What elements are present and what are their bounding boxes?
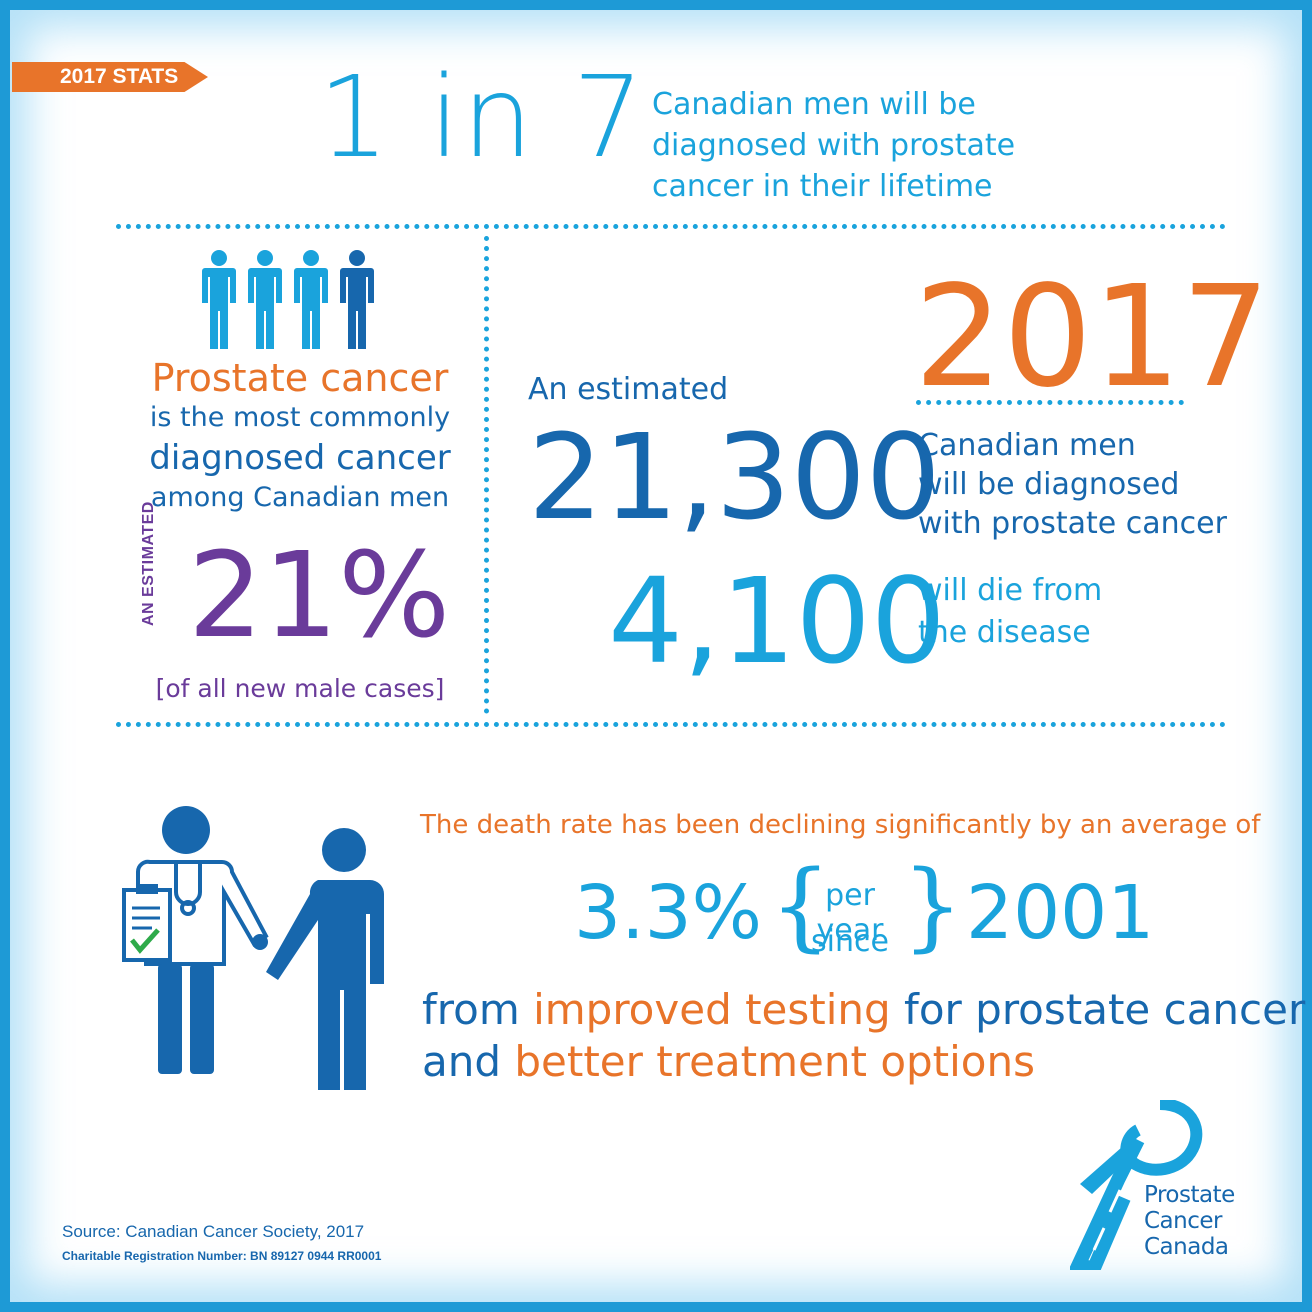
diagnosed-line: with prostate cancer [918, 506, 1227, 541]
reason-text: for prostate cancer [890, 985, 1306, 1034]
ribbon-logo-icon [1067, 1098, 1210, 1276]
reason-text: and [422, 1037, 515, 1086]
estimated-label: An estimated [528, 372, 729, 407]
death-line: will die from [918, 573, 1103, 608]
middle-divider [116, 722, 1226, 727]
since-year: 2001 [966, 870, 1155, 956]
right-brace-icon: } [902, 850, 964, 962]
headline-line: cancer in their lifetime [652, 169, 993, 204]
logo-line: Canada [1144, 1234, 1229, 1260]
logo-text: Prostate Cancer Canada [1144, 1182, 1312, 1260]
diagnosed-count: 21,300 [528, 408, 941, 546]
left-brace-icon: { [770, 850, 832, 962]
diagnosed-line: Canadian men [918, 428, 1136, 463]
decline-intro: The death rate has been declining signif… [420, 810, 1261, 840]
death-count: 4,100 [608, 552, 946, 690]
men-group-icon [202, 250, 382, 355]
diagnosed-description: Canadian men will be diagnosed with pros… [918, 426, 1227, 543]
year-stat: 2017 [914, 256, 1271, 419]
diagnosed-line: will be diagnosed [918, 467, 1180, 502]
left-text-line: is the most commonly [149, 402, 451, 433]
reason-highlight: improved testing [533, 985, 891, 1034]
top-divider [116, 224, 1226, 229]
per-year-label: per year [816, 878, 884, 948]
percent-stat: 21% [188, 526, 451, 664]
reason-line-2: and better treatment options [422, 1036, 1035, 1088]
logo-line: Prostate Cancer [1144, 1182, 1235, 1234]
doctor-icon [118, 804, 278, 1089]
reason-highlight: better treatment options [514, 1037, 1036, 1086]
headline-line: diagnosed with prostate [652, 128, 1016, 163]
year-underline [916, 400, 1184, 405]
registration-number: Charitable Registration Number: BN 89127… [62, 1249, 382, 1263]
death-line: the disease [918, 615, 1091, 650]
left-text-line: diagnosed cancer [149, 438, 451, 478]
reason-line-1: from improved testing for prostate cance… [422, 984, 1305, 1036]
left-text-line: among Canadian men [150, 482, 450, 513]
patient-icon [262, 826, 392, 1101]
prostate-cancer-title: Prostate cancer [151, 356, 449, 400]
headline-line: Canadian men will be [652, 87, 976, 122]
since-label: since [811, 924, 889, 959]
decline-rate: 3.3% [574, 870, 762, 956]
stats-banner: 2017 STATS [12, 62, 208, 92]
cases-note: [of all new male cases] [155, 674, 445, 703]
vertical-divider [484, 236, 489, 714]
one-in-seven-stat: 1 in 7 [318, 53, 646, 183]
reason-text: from [422, 985, 534, 1034]
estimated-vertical-label: AN ESTIMATED [140, 501, 157, 626]
headline-description: Canadian men will be diagnosed with pros… [652, 84, 1015, 207]
death-description: will die from the disease [918, 570, 1102, 654]
source-citation: Source: Canadian Cancer Society, 2017 [62, 1222, 365, 1241]
